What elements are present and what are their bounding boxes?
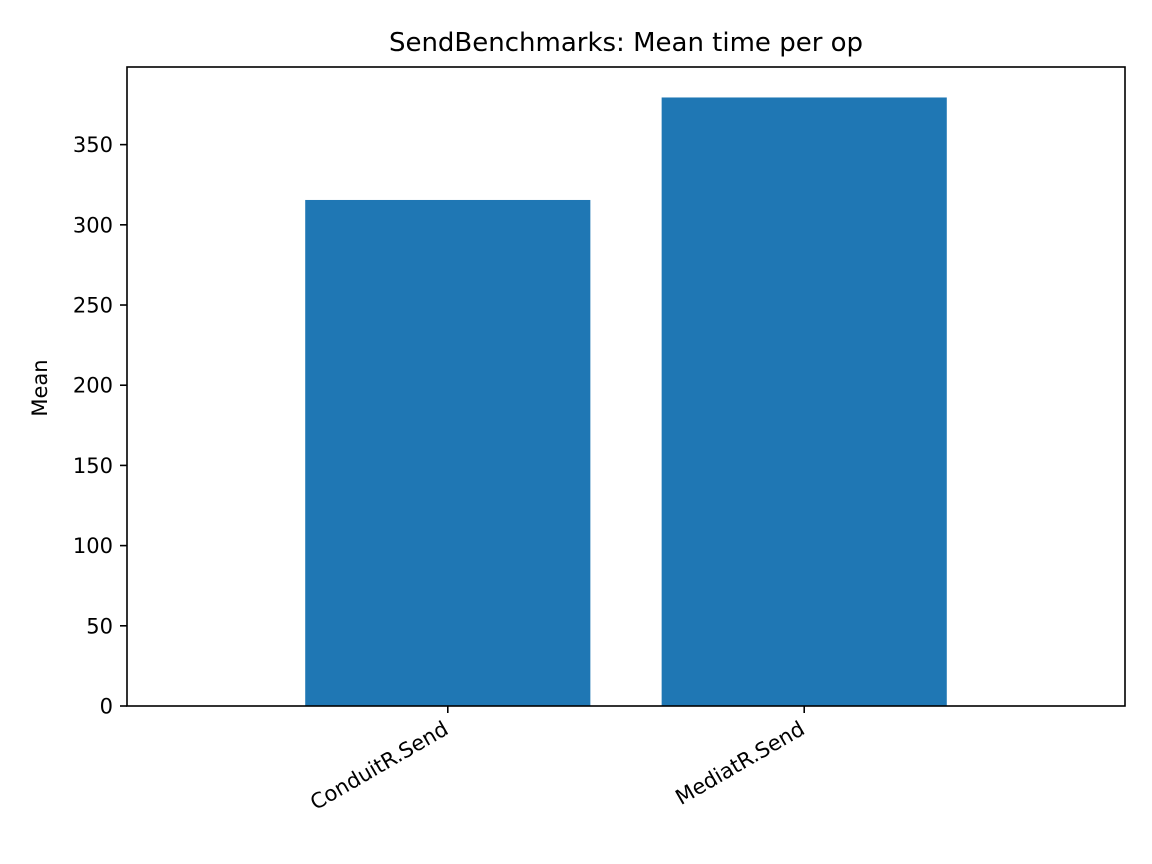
bar-conduitr-send xyxy=(305,199,591,707)
y-tick-label: 0 xyxy=(100,695,113,719)
plot-area xyxy=(126,66,1126,707)
y-tick-label: 50 xyxy=(86,614,113,638)
y-tick-label: 200 xyxy=(73,374,113,398)
chart-title: SendBenchmarks: Mean time per op xyxy=(389,28,863,58)
bar-mediatr-send xyxy=(661,97,947,707)
y-tick-label: 250 xyxy=(73,294,113,318)
bars-group xyxy=(305,97,947,707)
y-axis-ticks: 0 50 100 150 200 250 300 350 xyxy=(73,133,127,719)
plot-frame xyxy=(126,66,1126,707)
y-tick-label: 150 xyxy=(73,454,113,478)
y-tick-label: 300 xyxy=(73,213,113,237)
y-tick-label: 100 xyxy=(73,534,113,558)
y-axis-label: Mean xyxy=(28,359,52,416)
y-tick-label: 350 xyxy=(73,133,113,157)
